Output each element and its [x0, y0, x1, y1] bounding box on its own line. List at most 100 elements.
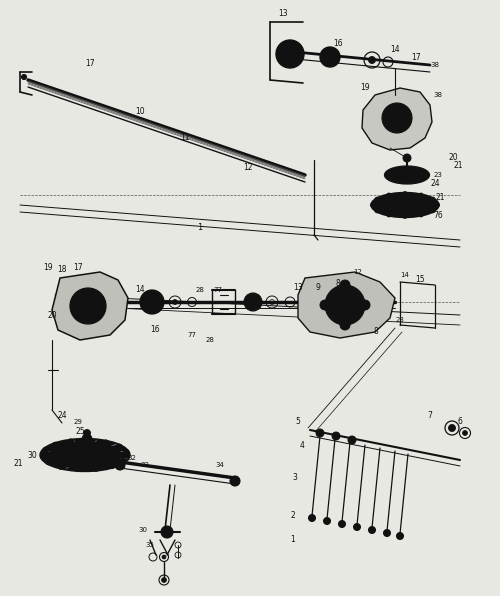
Circle shape: [384, 116, 388, 120]
Text: 12: 12: [354, 269, 362, 275]
Text: 4: 4: [300, 440, 304, 449]
Text: 21: 21: [435, 194, 445, 203]
Circle shape: [74, 466, 80, 472]
Text: 8: 8: [336, 278, 340, 287]
Text: 16: 16: [150, 325, 160, 334]
Ellipse shape: [391, 200, 419, 210]
Text: 77: 77: [214, 287, 222, 293]
Circle shape: [326, 53, 334, 61]
Text: 16: 16: [333, 39, 343, 48]
Ellipse shape: [380, 196, 430, 214]
Text: 30: 30: [27, 451, 37, 460]
Circle shape: [115, 460, 125, 470]
Circle shape: [360, 300, 370, 310]
Circle shape: [164, 529, 170, 535]
Ellipse shape: [393, 169, 421, 181]
Circle shape: [368, 526, 376, 533]
Circle shape: [340, 280, 350, 290]
Text: 21: 21: [13, 460, 23, 468]
Circle shape: [283, 47, 297, 61]
Ellipse shape: [384, 166, 430, 184]
Text: 77: 77: [188, 332, 196, 338]
Text: 14: 14: [400, 272, 409, 278]
Circle shape: [161, 526, 173, 538]
Text: 13: 13: [278, 10, 288, 18]
Text: 17: 17: [85, 60, 95, 69]
Text: 38: 38: [430, 62, 440, 68]
Text: 12: 12: [243, 163, 253, 172]
Circle shape: [434, 203, 440, 207]
Circle shape: [230, 476, 240, 486]
Circle shape: [249, 298, 257, 306]
Text: 24: 24: [430, 178, 440, 188]
Circle shape: [403, 171, 411, 179]
Circle shape: [332, 432, 340, 440]
Text: 11: 11: [180, 134, 190, 142]
Text: 9: 9: [316, 283, 320, 291]
Circle shape: [162, 578, 166, 582]
Text: 28: 28: [196, 287, 204, 293]
Circle shape: [70, 288, 106, 324]
Text: 17: 17: [411, 52, 421, 61]
Circle shape: [162, 555, 166, 559]
Text: 24: 24: [57, 411, 67, 420]
Text: 13: 13: [293, 283, 303, 291]
Circle shape: [308, 514, 316, 522]
Text: 76: 76: [433, 210, 443, 219]
Circle shape: [340, 320, 350, 330]
Circle shape: [287, 51, 293, 57]
Circle shape: [316, 429, 324, 437]
Circle shape: [402, 213, 407, 219]
Circle shape: [406, 116, 410, 120]
Text: 3: 3: [292, 473, 298, 483]
Circle shape: [93, 465, 99, 471]
Circle shape: [58, 464, 64, 470]
Circle shape: [124, 449, 130, 455]
Circle shape: [430, 197, 435, 202]
Text: 32: 32: [128, 455, 136, 461]
Circle shape: [390, 107, 393, 110]
Circle shape: [430, 208, 435, 213]
Circle shape: [82, 434, 92, 444]
Circle shape: [389, 110, 405, 126]
Text: 33: 33: [140, 462, 149, 468]
Circle shape: [370, 203, 376, 207]
Circle shape: [320, 300, 330, 310]
Polygon shape: [362, 88, 432, 150]
Circle shape: [244, 293, 262, 311]
Text: 28: 28: [206, 337, 214, 343]
Circle shape: [396, 532, 404, 539]
Circle shape: [22, 74, 26, 79]
Text: 35: 35: [146, 542, 154, 548]
Text: 25: 25: [75, 427, 85, 436]
Circle shape: [402, 191, 407, 197]
Circle shape: [140, 290, 164, 314]
Text: 1: 1: [290, 535, 296, 545]
Text: 21: 21: [107, 448, 117, 457]
Text: 23: 23: [434, 172, 442, 178]
Circle shape: [338, 520, 345, 527]
Circle shape: [418, 193, 424, 198]
Circle shape: [368, 57, 376, 64]
Circle shape: [68, 439, 73, 445]
Circle shape: [382, 103, 412, 133]
Circle shape: [335, 295, 355, 315]
Circle shape: [80, 446, 90, 455]
Text: 1: 1: [198, 222, 202, 231]
Circle shape: [341, 301, 349, 309]
Text: 18: 18: [57, 265, 67, 275]
Circle shape: [375, 197, 380, 202]
Circle shape: [276, 40, 304, 68]
Circle shape: [386, 212, 392, 217]
Text: 20: 20: [448, 154, 458, 163]
Circle shape: [394, 115, 400, 121]
Circle shape: [354, 523, 360, 530]
Circle shape: [75, 441, 95, 461]
Ellipse shape: [371, 193, 439, 218]
Text: 21: 21: [453, 160, 463, 169]
Text: 6: 6: [458, 418, 462, 427]
Circle shape: [403, 154, 411, 162]
Circle shape: [84, 430, 90, 436]
Polygon shape: [52, 272, 128, 340]
Ellipse shape: [49, 442, 121, 468]
